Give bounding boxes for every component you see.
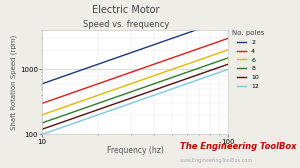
- 2: [90, 66, 93, 68]
- 8: [51, 118, 55, 120]
- Line: 10: 10: [42, 64, 228, 129]
- 10: [40, 128, 44, 130]
- 10: [75, 116, 78, 118]
- 2: [51, 79, 55, 81]
- 4: [210, 43, 214, 45]
- 4: [226, 37, 230, 39]
- 2: [48, 80, 51, 82]
- 6: [226, 49, 230, 51]
- 8: [210, 62, 214, 65]
- 6: [210, 54, 214, 56]
- 4: [48, 100, 51, 102]
- 8: [226, 57, 230, 59]
- 4: [51, 98, 55, 100]
- 10: [217, 67, 220, 69]
- 6: [40, 114, 44, 116]
- 12: [217, 72, 220, 74]
- 6: [75, 102, 78, 104]
- 12: [226, 68, 230, 70]
- 6: [51, 110, 55, 112]
- 6: [217, 52, 220, 54]
- 8: [75, 110, 78, 112]
- Text: Speed vs. frequency: Speed vs. frequency: [83, 20, 169, 29]
- Line: 2: 2: [42, 19, 228, 84]
- Text: www.EngineeringToolBox.com: www.EngineeringToolBox.com: [180, 158, 253, 163]
- 12: [210, 74, 214, 76]
- 8: [217, 60, 220, 62]
- 10: [210, 69, 214, 71]
- 2: [210, 23, 214, 25]
- 2: [226, 18, 230, 20]
- Y-axis label: Shaft Rotation Speed (rpm): Shaft Rotation Speed (rpm): [11, 35, 17, 130]
- 8: [48, 119, 51, 121]
- 10: [48, 126, 51, 128]
- 2: [217, 21, 220, 23]
- 10: [51, 124, 55, 126]
- 6: [90, 96, 93, 98]
- 4: [217, 41, 220, 43]
- Line: 12: 12: [42, 69, 228, 134]
- Line: 4: 4: [42, 38, 228, 103]
- 4: [75, 90, 78, 92]
- Text: The Engineering ToolBox: The Engineering ToolBox: [180, 142, 296, 151]
- 12: [51, 130, 55, 132]
- 12: [90, 116, 93, 118]
- 12: [75, 121, 78, 123]
- 2: [40, 83, 44, 85]
- 2: [75, 71, 78, 73]
- 12: [48, 131, 51, 133]
- 10: [90, 111, 93, 113]
- 10: [226, 63, 230, 65]
- Legend: 2, 4, 6, 8, 10, 12: 2, 4, 6, 8, 10, 12: [232, 30, 264, 89]
- 12: [40, 133, 44, 135]
- X-axis label: Frequency (hz): Frequency (hz): [106, 146, 164, 155]
- Line: 8: 8: [42, 58, 228, 123]
- Line: 6: 6: [42, 50, 228, 115]
- 8: [90, 105, 93, 107]
- Text: Electric Motor: Electric Motor: [92, 5, 160, 15]
- 8: [40, 122, 44, 124]
- 4: [40, 102, 44, 104]
- 4: [90, 85, 93, 87]
- 6: [48, 111, 51, 113]
